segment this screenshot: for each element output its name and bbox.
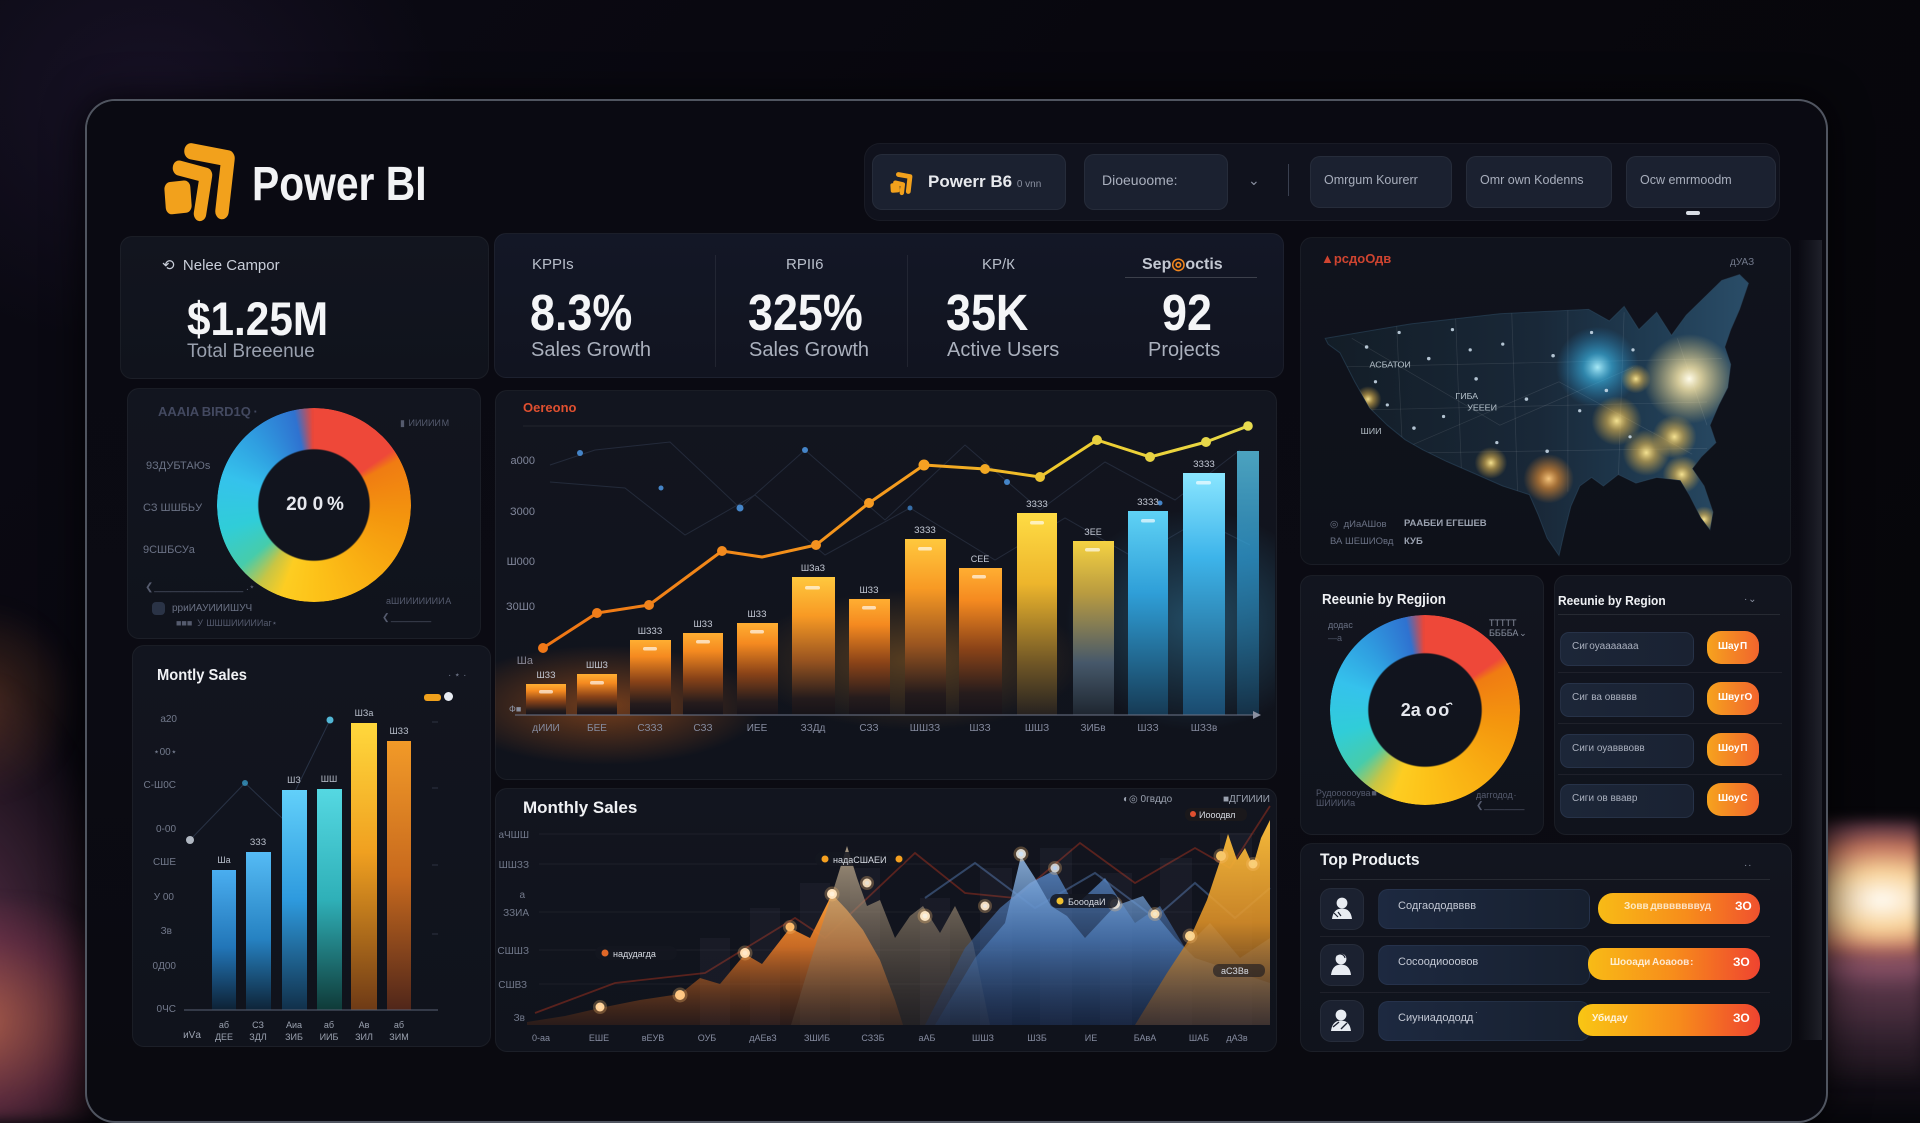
svg-text:⋆00⋆: ⋆00⋆	[153, 747, 177, 758]
svg-text:УЕЕЕИ: УЕЕЕИ	[1467, 403, 1497, 413]
svg-text:ИЕ: ИЕ	[1085, 1033, 1097, 1043]
svg-text:◎ дИаАШов: ◎ дИаАШов	[1330, 519, 1387, 530]
svg-text:ГИБА: ГИБА	[1455, 391, 1478, 401]
svg-text:0ЧС: 0ЧС	[157, 1004, 176, 1015]
svg-text:ШЗ: ШЗ	[287, 775, 301, 785]
svg-text:ЗДЛ: ЗДЛ	[249, 1032, 267, 1042]
svg-text:РААБЕИ ЕГЕШЕВ: РААБЕИ ЕГЕШЕВ	[1404, 518, 1487, 529]
svg-text:ШЗЗ: ШЗЗ	[859, 585, 878, 595]
svg-text:аАБ: аАБ	[919, 1033, 936, 1043]
svg-text:0-аа: 0-аа	[532, 1033, 550, 1043]
svg-text:иVа: иVа	[183, 1030, 201, 1041]
svg-text:◐◎ 0гвддо: ◐◎ 0гвддо	[1123, 794, 1173, 805]
svg-text:ЗЗИА: ЗЗИА	[503, 908, 529, 919]
svg-text:ШШЗ: ШШЗ	[972, 1033, 994, 1043]
svg-text:ШЗЗ: ШЗЗ	[969, 723, 990, 734]
svg-text:Иооодвл: Иооодвл	[1199, 810, 1235, 820]
svg-text:СЕЕ: СЕЕ	[971, 554, 990, 564]
svg-text:дАЗв: дАЗв	[1226, 1033, 1248, 1043]
svg-text:аб: аб	[219, 1020, 229, 1030]
svg-text:аЧШШ: аЧШШ	[498, 830, 529, 841]
svg-text:ШЗЗ: ШЗЗ	[1137, 723, 1158, 734]
svg-text:БооодаИ: БооодаИ	[1068, 897, 1105, 907]
svg-text:аб: аб	[324, 1020, 334, 1030]
svg-text:Ш000: Ш000	[507, 556, 535, 568]
svg-text:Ф■: Ф■	[509, 704, 521, 714]
svg-text:▲pcдоОдв: ▲pcдоОдв	[1321, 251, 1391, 266]
svg-text:дУАЗ: дУАЗ	[1730, 257, 1754, 268]
svg-text:ШЗЗв: ШЗЗв	[1191, 723, 1218, 734]
svg-text:а: а	[519, 890, 525, 901]
svg-text:ЗИЛ: ЗИЛ	[355, 1032, 373, 1042]
svg-text:■ДГИИИИ: ■ДГИИИИ	[1223, 794, 1270, 805]
svg-text:ШЗЗ: ШЗЗ	[389, 726, 408, 736]
svg-text:Аиа: Аиа	[286, 1020, 302, 1030]
svg-text:БАвА: БАвА	[1134, 1033, 1157, 1043]
svg-text:а000: а000	[511, 455, 535, 467]
svg-text:СЗ: СЗ	[252, 1020, 264, 1030]
svg-text:ШШ: ШШ	[321, 774, 338, 784]
svg-text:ШАБ: ШАБ	[1189, 1033, 1209, 1043]
svg-text:ШЗаЗ: ШЗаЗ	[801, 563, 825, 573]
svg-text:АСБАТОИ: АСБАТОИ	[1370, 359, 1411, 369]
svg-text:ШШЗЗ: ШШЗЗ	[910, 723, 940, 734]
svg-text:КУБ: КУБ	[1404, 536, 1423, 547]
svg-text:Зв: Зв	[161, 926, 172, 937]
svg-text:ДЕЕ: ДЕЕ	[215, 1032, 233, 1042]
svg-text:СЗЗЗ: СЗЗЗ	[637, 723, 662, 734]
svg-text:вЕУВ: вЕУВ	[642, 1033, 665, 1043]
svg-text:Зв: Зв	[514, 1013, 525, 1024]
svg-text:ЗШИБ: ЗШИБ	[804, 1033, 830, 1043]
svg-text:Monthly Sales: Monthly Sales	[523, 798, 637, 817]
svg-text:0-00: 0-00	[156, 824, 176, 835]
svg-text:ОУБ: ОУБ	[698, 1033, 717, 1043]
svg-text:ВА ШЕШИОвд: ВА ШЕШИОвд	[1330, 536, 1394, 547]
svg-text:ШЗа: ШЗа	[355, 708, 374, 718]
svg-text:ЗЗЗЗ: ЗЗЗЗ	[1137, 497, 1159, 507]
svg-text:0Д00: 0Д00	[153, 961, 177, 972]
svg-text:ШЗЗ: ШЗЗ	[536, 670, 555, 680]
svg-text:СЗЗБ: СЗЗБ	[861, 1033, 884, 1043]
svg-text:надудагда: надудагда	[613, 949, 656, 959]
svg-text:ЗЗЗЗ: ЗЗЗЗ	[1026, 499, 1048, 509]
svg-text:СШШЗ: СШШЗ	[497, 946, 529, 957]
svg-text:БЕЕ: БЕЕ	[587, 723, 607, 734]
svg-text:СЗЗ: СЗЗ	[693, 723, 712, 734]
svg-text:С-Ш0С: С-Ш0С	[144, 780, 177, 791]
svg-text:СЗЗ: СЗЗ	[859, 723, 878, 734]
svg-text:У 00: У 00	[154, 892, 175, 903]
svg-text:ИИБ: ИИБ	[320, 1032, 339, 1042]
svg-text:ШШЗ: ШШЗ	[1025, 723, 1049, 734]
svg-text:ШЗЗ: ШЗЗ	[693, 619, 712, 629]
svg-text:ШЗБ: ШЗБ	[1027, 1033, 1047, 1043]
svg-text:ЗЗЗЗ: ЗЗЗЗ	[1193, 459, 1215, 469]
svg-text:ЗИБв: ЗИБв	[1080, 723, 1105, 734]
svg-text:ЗЗДд: ЗЗДд	[801, 723, 826, 734]
svg-text:З000: З000	[510, 506, 535, 518]
svg-text:ШШЗЗ: ШШЗЗ	[499, 860, 529, 871]
svg-text:а20: а20	[160, 714, 177, 725]
svg-text:З0Ш0: З0Ш0	[506, 601, 535, 613]
svg-text:СШВЗ: СШВЗ	[498, 980, 527, 991]
svg-text:ЕШЕ: ЕШЕ	[589, 1033, 609, 1043]
svg-text:Oereono: Oereono	[523, 400, 577, 415]
svg-text:дАЕвЗ: дАЕвЗ	[749, 1033, 776, 1043]
svg-text:ИЕЕ: ИЕЕ	[747, 723, 768, 734]
svg-text:ЗИМ: ЗИМ	[389, 1032, 408, 1042]
svg-text:дИИИ: дИИИ	[532, 723, 559, 734]
svg-text:ШЗЗЗ: ШЗЗЗ	[638, 626, 663, 636]
svg-text:Ав: Ав	[359, 1020, 370, 1030]
svg-text:ЗЕЕ: ЗЕЕ	[1084, 527, 1101, 537]
svg-text:ЗЗЗ: ЗЗЗ	[250, 837, 266, 847]
svg-text:ШИИ: ШИИ	[1361, 426, 1382, 436]
svg-text:ШШЗ: ШШЗ	[586, 660, 608, 670]
svg-text:СШЕ: СШЕ	[153, 857, 176, 868]
svg-text:Ша: Ша	[217, 855, 230, 865]
svg-text:надаСШАЕИ: надаСШАЕИ	[833, 855, 886, 865]
svg-text:ЗИБ: ЗИБ	[285, 1032, 303, 1042]
svg-text:аб: аб	[394, 1020, 404, 1030]
svg-text:ШЗЗ: ШЗЗ	[747, 609, 766, 619]
svg-text:аСЗВв: аСЗВв	[1221, 966, 1249, 976]
svg-text:ЗЗЗЗ: ЗЗЗЗ	[914, 525, 936, 535]
